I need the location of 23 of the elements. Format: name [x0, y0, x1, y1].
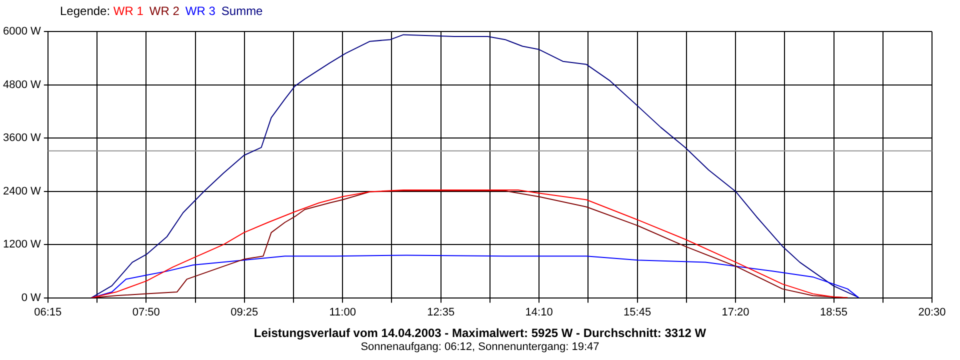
x-tick-label: 14:10 — [525, 306, 553, 318]
y-tick-label: 4800 W — [2, 78, 42, 91]
x-tick-label: 18:55 — [820, 306, 848, 318]
y-tick-label: 2400 W — [2, 185, 42, 198]
text: WR 1 — [113, 4, 144, 18]
y-tick-label: 3600 W — [2, 132, 42, 144]
y-tick-label: 0 W — [21, 292, 42, 304]
x-tick-label: 15:45 — [624, 306, 652, 318]
y-tick-label: 6000 W — [2, 26, 42, 38]
x-tick-label: 09:25 — [230, 306, 258, 318]
text: Summe — [221, 4, 263, 18]
x-tick-label: 20:30 — [918, 306, 946, 318]
y-tick-label: 1200 W — [2, 238, 42, 251]
text: WR 2 — [149, 4, 180, 18]
text: Sonnenaufgang: 06:12, Sonnenuntergang: 19:47 — [360, 341, 600, 353]
x-tick-label: 07:50 — [132, 306, 160, 318]
text: Leistungsverlauf vom 14.04.2003 - Maximalwert: 5925 W - Durchschnitt: 3312 W — [252, 326, 708, 340]
text: WR 3 — [185, 4, 216, 18]
legend-title: Legende: — [60, 4, 112, 18]
x-tick-label: 17:20 — [722, 306, 750, 318]
x-tick-label: 06:15 — [34, 306, 62, 318]
x-tick-label: 12:35 — [427, 306, 455, 318]
x-tick-label: 11:00 — [329, 306, 356, 318]
